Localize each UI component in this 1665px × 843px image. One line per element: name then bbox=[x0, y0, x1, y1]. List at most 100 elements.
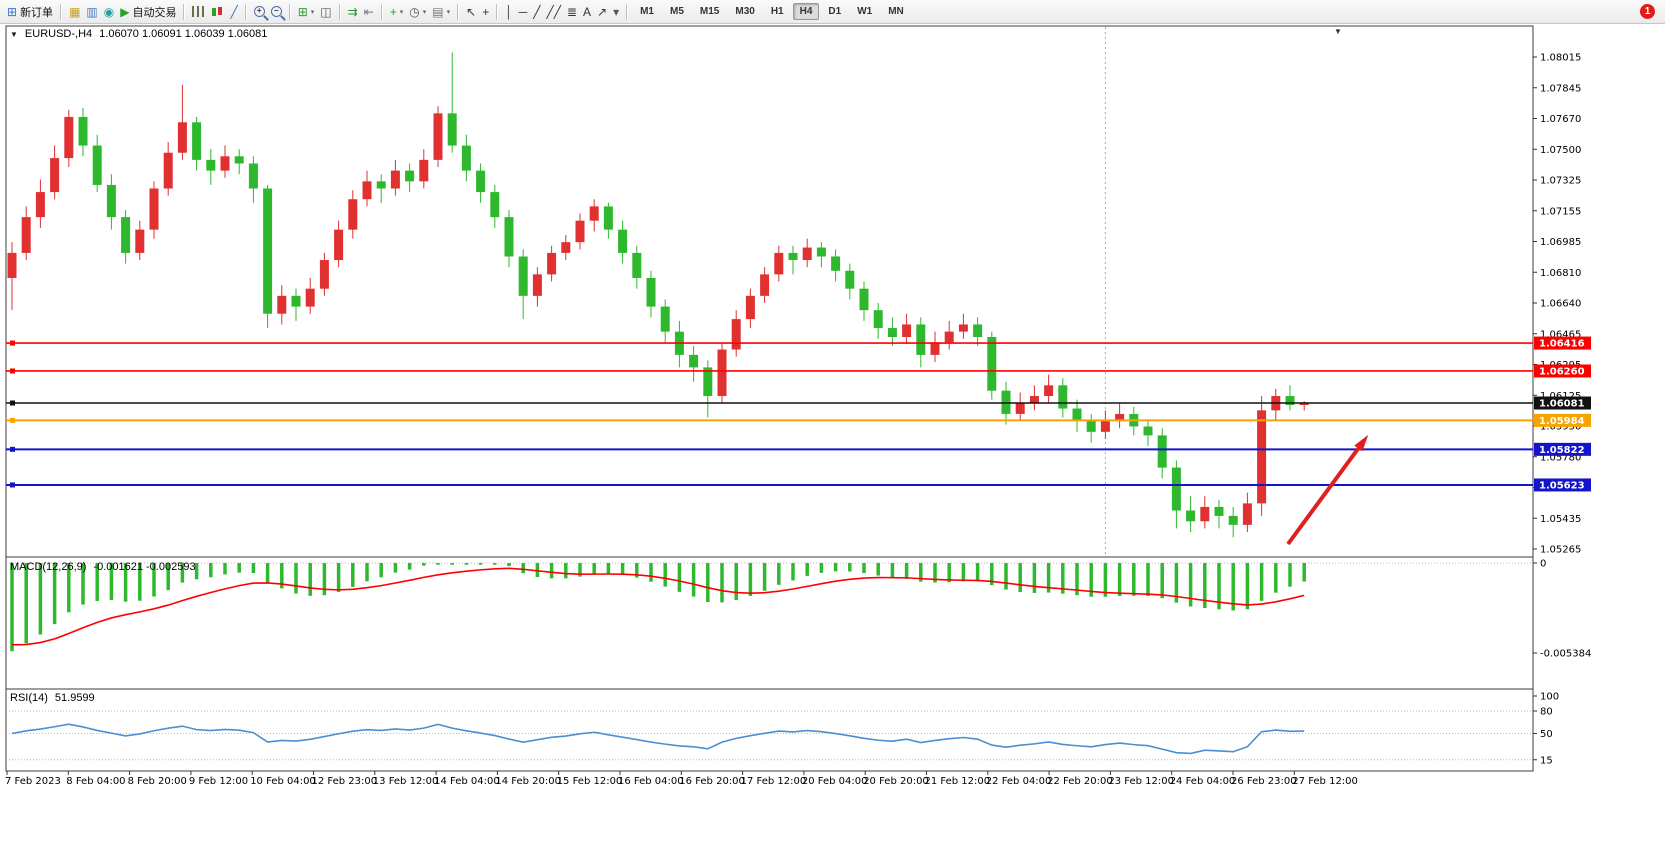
trend-arrow[interactable] bbox=[1286, 447, 1360, 546]
timeframe-h4-button[interactable]: H4 bbox=[792, 3, 820, 20]
indicators-button[interactable]: + ▾ bbox=[387, 2, 407, 22]
zoom-in-button[interactable]: + bbox=[251, 2, 268, 22]
timeframe-h1-button[interactable]: H1 bbox=[770, 6, 784, 17]
channel-button[interactable]: ╱╱ bbox=[543, 2, 563, 22]
hline-handle[interactable] bbox=[10, 340, 15, 346]
charts-button[interactable]: ▦ bbox=[66, 2, 83, 22]
macd-axis-label: -0.005384 bbox=[1540, 649, 1591, 660]
text-label-button[interactable]: A bbox=[580, 2, 594, 22]
candle-body bbox=[575, 220, 585, 243]
dropdown-arrow-icon: ▾ bbox=[310, 8, 315, 16]
cursor-button[interactable]: ↖ bbox=[463, 2, 479, 22]
fibonacci-button[interactable]: ≣ bbox=[564, 2, 580, 22]
price-axis-label: 1.06810 bbox=[1540, 268, 1581, 279]
crosshair-button[interactable]: + bbox=[479, 2, 492, 22]
notification-badge[interactable]: 1 bbox=[1640, 4, 1655, 19]
hline-handle[interactable] bbox=[10, 368, 15, 374]
chart-shift-button[interactable]: ⇤ bbox=[361, 2, 377, 22]
alerts-icon: ◉ bbox=[103, 4, 115, 19]
price-axis-label: 1.08015 bbox=[1540, 53, 1581, 64]
candle-body bbox=[248, 163, 258, 189]
candle-body bbox=[220, 156, 230, 171]
candle-body bbox=[92, 145, 102, 185]
templates-button[interactable]: ▤ ▾ bbox=[429, 2, 453, 22]
price-axis-label: 1.06640 bbox=[1540, 299, 1581, 310]
candle-body bbox=[1115, 413, 1125, 422]
candle-body bbox=[831, 256, 841, 271]
auto-scroll-button[interactable]: ⇉ bbox=[345, 2, 361, 22]
timeframe-m30-button[interactable]: M30 bbox=[735, 6, 755, 17]
zoom-in-icon: + bbox=[253, 6, 265, 17]
hline-handle[interactable] bbox=[10, 446, 15, 452]
candle-body bbox=[1242, 503, 1252, 525]
time-axis-label: 8 Feb 20:00 bbox=[128, 776, 187, 787]
candle-body bbox=[135, 229, 145, 253]
candle-body bbox=[7, 252, 17, 278]
bar-chart-button[interactable] bbox=[189, 2, 207, 22]
dropdown-arrow-icon: ▾ bbox=[446, 8, 451, 16]
arrows-tool-button[interactable]: ↗ bbox=[594, 2, 610, 22]
line-chart-button[interactable]: ╱ bbox=[227, 2, 240, 22]
timeframe-m15-button[interactable]: M15 bbox=[699, 6, 720, 17]
price-box-1.05984 bbox=[1534, 413, 1591, 427]
new-chart-button[interactable]: ⊞ ▾ bbox=[295, 2, 318, 22]
candle-body bbox=[1044, 385, 1054, 397]
candle-body bbox=[1214, 506, 1224, 516]
candle-body bbox=[887, 328, 897, 337]
chart-canvas[interactable]: 1.08015 1.07845 1.07670 1.07500 1.07325 1.071… bbox=[0, 24, 1665, 838]
timeframe-d1-button[interactable]: D1 bbox=[828, 6, 842, 17]
dropdown-arrow-icon: ▾ bbox=[422, 8, 427, 16]
price-axis-label: 1.07325 bbox=[1540, 176, 1581, 187]
new-order-icon: ⊞ bbox=[7, 4, 18, 19]
time-axis-label: 14 Feb 04:00 bbox=[434, 776, 500, 787]
auto-trading-button[interactable]: ▶ 自动交易 bbox=[117, 2, 179, 22]
line-chart-icon: ╱ bbox=[230, 4, 238, 19]
rsi-axis-label: 15 bbox=[1540, 755, 1553, 766]
candle-body bbox=[1186, 510, 1196, 522]
candle-body bbox=[1058, 385, 1068, 409]
candle-body bbox=[788, 252, 798, 261]
candle-body bbox=[618, 229, 628, 253]
hline-handle[interactable] bbox=[10, 400, 15, 406]
toolbar-separator bbox=[626, 3, 629, 20]
one-click-collapse-icon[interactable]: ▼ bbox=[10, 29, 18, 39]
shapes-dropdown-button[interactable]: ▾ bbox=[610, 2, 622, 22]
price-box-1.06081 bbox=[1534, 396, 1591, 410]
hline-handle[interactable] bbox=[10, 417, 15, 423]
price-box-label: 1.05822 bbox=[1539, 445, 1585, 456]
candle-body bbox=[1143, 426, 1153, 436]
candle-body bbox=[376, 181, 386, 189]
timeframe-m5-button[interactable]: M5 bbox=[670, 6, 684, 17]
hline-handle[interactable] bbox=[10, 482, 15, 488]
candle-body bbox=[405, 170, 415, 182]
price-axis-label: 1.06985 bbox=[1540, 237, 1581, 248]
profiles-icon: ▥ bbox=[86, 4, 98, 19]
alerts-button[interactable]: ◉ bbox=[101, 2, 117, 22]
timeframe-mn-button[interactable]: MN bbox=[888, 6, 904, 17]
candle-body bbox=[802, 247, 812, 261]
price-axis-label: 1.05780 bbox=[1540, 452, 1581, 463]
vertical-line-button[interactable]: │ bbox=[502, 2, 516, 22]
trendline-button[interactable]: ╱ bbox=[530, 2, 543, 22]
bar-chart-icon bbox=[192, 6, 205, 17]
chart-window[interactable]: 1.08015 1.07845 1.07670 1.07500 1.07325 1.071… bbox=[0, 24, 1665, 838]
channel-icon: ╱╱ bbox=[546, 4, 561, 19]
candlestick-chart-button[interactable] bbox=[207, 2, 227, 22]
periods-button[interactable]: ◷ ▾ bbox=[406, 2, 429, 22]
candle-body bbox=[1015, 403, 1025, 414]
horizontal-line-button[interactable]: ─ bbox=[516, 2, 531, 22]
tile-windows-button[interactable]: ◫ bbox=[317, 2, 334, 22]
zoom-out-button[interactable]: − bbox=[268, 2, 285, 22]
toolbar-separator bbox=[183, 3, 186, 20]
arrows-tool-icon: ↗ bbox=[597, 4, 608, 19]
candle-body bbox=[987, 336, 997, 391]
chart-corner-collapse-icon[interactable]: ▼ bbox=[1334, 27, 1342, 36]
timeframe-m1-button[interactable]: M1 bbox=[640, 6, 654, 17]
new-order-button[interactable]: ⊞ 新订单 bbox=[4, 2, 56, 22]
candle-body bbox=[447, 113, 457, 146]
price-box-label: 1.06260 bbox=[1539, 366, 1585, 377]
trend-arrow-head[interactable] bbox=[1354, 434, 1369, 452]
timeframe-w1-button[interactable]: W1 bbox=[857, 6, 873, 17]
candle-body bbox=[816, 247, 826, 257]
profiles-button[interactable]: ▥ bbox=[83, 2, 100, 22]
